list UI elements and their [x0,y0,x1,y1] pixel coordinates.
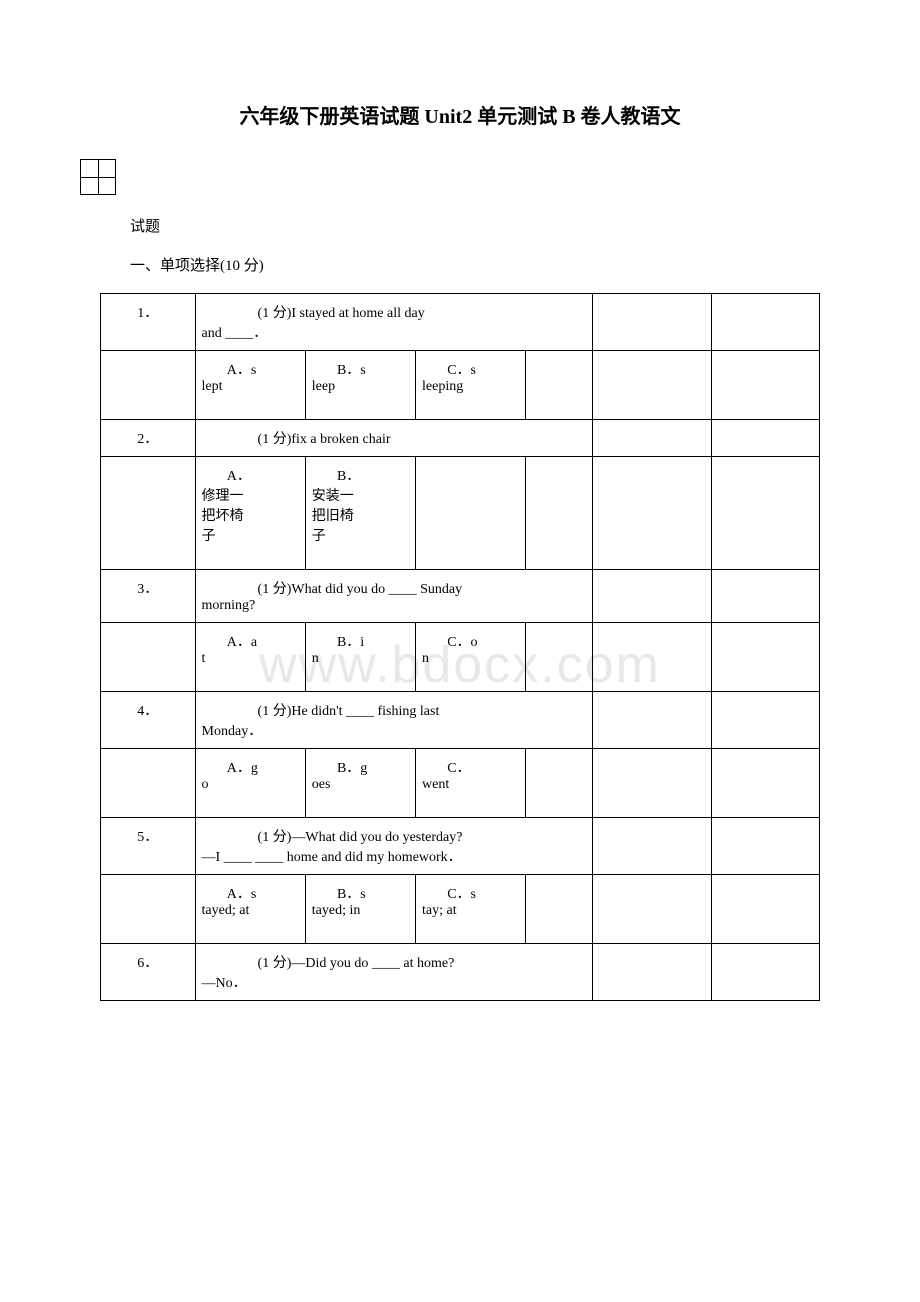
question-number: 3． [101,570,196,623]
empty-cell [712,875,820,944]
option-cell [416,457,526,570]
question-number: 5． [101,818,196,875]
empty-cell [526,749,593,818]
empty-cell [712,294,820,351]
table-row: 1． (1 分)I stayed at home all day and ___… [101,294,820,351]
table-row: 2． (1 分)fix a broken chair [101,420,820,457]
empty-cell [593,875,712,944]
option-cell: C．s leeping [416,351,526,420]
option-cell: C．s tay; at [416,875,526,944]
empty-cell [593,457,712,570]
empty-cell [593,749,712,818]
empty-cell [712,457,820,570]
option-cell: B．g oes [305,749,415,818]
empty-cell [593,623,712,692]
empty-cell [526,351,593,420]
option-cell: B．s leep [305,351,415,420]
page-title: 六年级下册英语试题 Unit2 单元测试 B 卷人教语文 [100,100,820,129]
empty-cell [712,623,820,692]
empty-cell [712,351,820,420]
table-row: 4． (1 分)He didn't ____ fishing last Mond… [101,692,820,749]
empty-cell [593,818,712,875]
subtitle: 试题 [100,215,820,236]
empty-cell [526,623,593,692]
empty-cell [101,749,196,818]
option-cell: B．s tayed; in [305,875,415,944]
table-row: 5． (1 分)—What did you do yesterday? —I _… [101,818,820,875]
option-cell: A．s lept [195,351,305,420]
empty-cell [101,457,196,570]
questions-table: 1． (1 分)I stayed at home all day and ___… [100,293,820,1001]
empty-cell [712,570,820,623]
table-row: A．s tayed; at B．s tayed; in C．s tay; at [101,875,820,944]
question-text: (1 分)What did you do ____ Sunday morning… [195,570,593,623]
table-row: A．g o B．g oes C． went [101,749,820,818]
empty-cell [593,570,712,623]
empty-cell [712,420,820,457]
grid-square-icon [80,159,116,195]
empty-cell [593,294,712,351]
table-row: A．a t B．i n C．o n [101,623,820,692]
option-cell: B．i n [305,623,415,692]
question-number: 1． [101,294,196,351]
table-row: 6． (1 分)—Did you do ____ at home? —No． [101,944,820,1001]
table-row: A． 修理一 把坏椅 子 B． 安装一 把旧椅 子 [101,457,820,570]
option-cell: C．o n [416,623,526,692]
section-heading: 一、单项选择(10 分) [100,254,820,275]
option-cell: A． 修理一 把坏椅 子 [195,457,305,570]
empty-cell [593,692,712,749]
option-cell: B． 安装一 把旧椅 子 [305,457,415,570]
option-cell: A．g o [195,749,305,818]
option-cell: C． went [416,749,526,818]
empty-cell [712,692,820,749]
question-number: 2． [101,420,196,457]
question-text: (1 分)—What did you do yesterday? —I ____… [195,818,593,875]
empty-cell [526,875,593,944]
empty-cell [712,749,820,818]
empty-cell [526,457,593,570]
empty-cell [101,875,196,944]
empty-cell [712,818,820,875]
empty-cell [101,351,196,420]
option-cell: A．a t [195,623,305,692]
option-cell: A．s tayed; at [195,875,305,944]
empty-cell [101,623,196,692]
question-text: (1 分)He didn't ____ fishing last Monday． [195,692,593,749]
question-number: 6． [101,944,196,1001]
question-text: (1 分)—Did you do ____ at home? —No． [195,944,593,1001]
empty-cell [712,944,820,1001]
empty-cell [593,420,712,457]
question-text: (1 分)I stayed at home all day and ____． [195,294,593,351]
question-text: (1 分)fix a broken chair [195,420,593,457]
table-row: 3． (1 分)What did you do ____ Sunday morn… [101,570,820,623]
empty-cell [593,944,712,1001]
table-row: A．s lept B．s leep C．s leeping [101,351,820,420]
empty-cell [593,351,712,420]
question-number: 4． [101,692,196,749]
